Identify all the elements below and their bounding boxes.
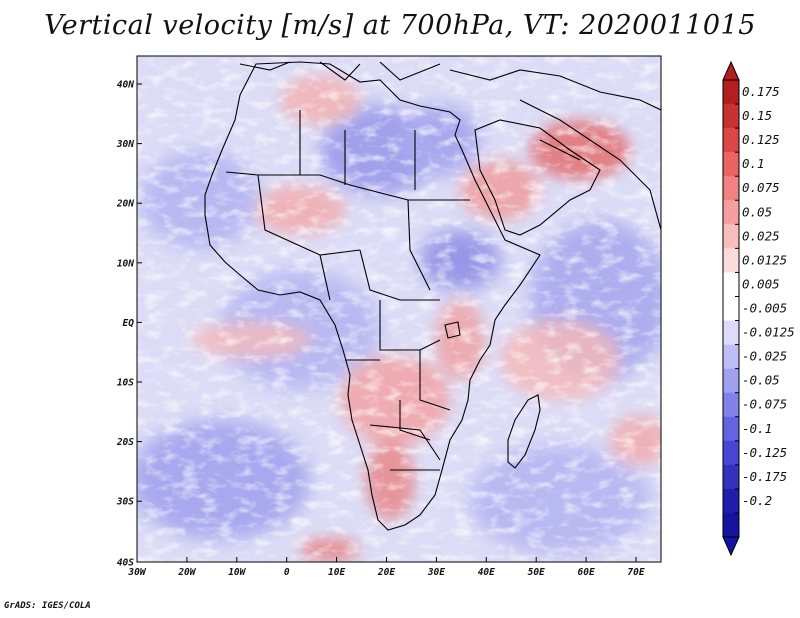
lon-tick-label: 20E [377, 567, 395, 578]
arabian-peninsula [474, 119, 601, 236]
colorbar-tick-label: -0.1 [742, 421, 772, 436]
map-title: Vertical velocity [m/s] at 700hPa, VT: 2… [44, 10, 756, 41]
lat-tick-label: 40N [117, 80, 134, 91]
colorbar-swatch [723, 200, 739, 225]
lon-tick-label: 50E [528, 567, 545, 578]
colorbar-swatch [723, 104, 739, 129]
colorbar-tick-label: 0.075 [742, 180, 780, 195]
colorbar-tick-label: -0.025 [742, 349, 787, 364]
colorbar-swatch [723, 512, 739, 538]
lon-tick-label: 10E [328, 567, 345, 578]
lon-tick-label: 70E [627, 567, 644, 578]
lat-tick-label: 30S [116, 497, 134, 508]
colorbar-tick-label: 0.175 [742, 84, 780, 99]
colorbar-swatch [723, 344, 739, 369]
colorbar-tick-label: 0.025 [742, 228, 780, 243]
colorbar-swatch [723, 296, 739, 321]
lat-tick-label: 30N [116, 139, 134, 150]
colorbar-swatch [723, 392, 739, 418]
colorbar-tick-label: 0.125 [742, 132, 780, 147]
colorbar-tick-label: 0.15 [742, 108, 772, 123]
colorbar-swatch [723, 440, 739, 466]
colorbar-swatch [723, 224, 739, 249]
colorbar-swatch [723, 320, 739, 345]
colorbar-swatch [723, 464, 739, 490]
colorbar-tick-label: 0.05 [742, 204, 772, 219]
colorbar-tick-label: 0.0125 [742, 252, 787, 267]
colorbar-tick-label: -0.075 [742, 397, 787, 412]
lat-tick-label: 10S [117, 378, 134, 389]
lat-tick-label: 20N [116, 199, 134, 210]
lake-victoria [444, 321, 461, 339]
colorbar-swatch [723, 248, 739, 273]
colorbar-bottom-arrow [722, 536, 740, 557]
madagascar [507, 394, 541, 469]
colorbar-swatch [723, 272, 739, 297]
colorbar-frame [722, 79, 740, 538]
colorbar-swatch [723, 128, 739, 153]
lat-tick-label: 10N [117, 258, 134, 269]
colorbar-tick-label: -0.05 [742, 373, 780, 388]
lon-tick-label: 30W [127, 567, 146, 578]
grads-credit: GrADS: IGES/COLA [4, 601, 91, 611]
colorbar-tick-label: -0.2 [742, 493, 772, 508]
lon-tick-label: 0 [284, 567, 290, 578]
lon-tick-label: 40E [478, 567, 495, 578]
colorbar-tick-label: -0.175 [742, 469, 787, 484]
iberia-and-europe [239, 61, 661, 111]
plot-frame [136, 55, 662, 563]
colorbar-swatch [723, 152, 739, 177]
coastlines-and-borders [204, 61, 661, 531]
lon-tick-label: 10W [228, 567, 246, 578]
colorbar: 0.175 0.15 0.125 0.1 0.075 0.05 0.025 0.0125 0.0… [722, 60, 795, 557]
vertical-velocity-field [137, 56, 661, 562]
colorbar-swatch [723, 488, 739, 514]
colorbar-tick-label: 0.1 [742, 156, 765, 171]
lon-tick-label: 60E [578, 567, 595, 578]
colorbar-top-arrow [722, 60, 740, 81]
lon-tick-label: 20W [177, 567, 196, 578]
longitude-axis: 30W 20W 10W 0 10E 20E 30E 40E 50E 60E 70E [127, 557, 645, 578]
latitude-axis: 40N 30N 20N 10N EQ 10S 20S 30S 40S [116, 80, 142, 569]
colorbar-swatch [723, 416, 739, 442]
colorbar-swatch [723, 176, 739, 201]
lon-tick-label: 30E [427, 567, 445, 578]
colorbar-tick-label: -0.125 [742, 445, 787, 460]
lat-tick-label: EQ [123, 318, 135, 329]
colorbar-tick-label: 0.005 [742, 276, 780, 291]
colorbar-swatch [723, 368, 739, 393]
lat-tick-label: 20S [116, 437, 134, 448]
colorbar-swatch [723, 80, 739, 105]
persian-gulf-and-india [519, 99, 661, 231]
africa-coastline [204, 61, 541, 531]
colorbar-tick-label: -0.005 [742, 301, 787, 316]
lat-tick-label: 40S [117, 558, 134, 569]
colorbar-tick-label: -0.0125 [742, 325, 795, 340]
national-borders [225, 110, 470, 471]
